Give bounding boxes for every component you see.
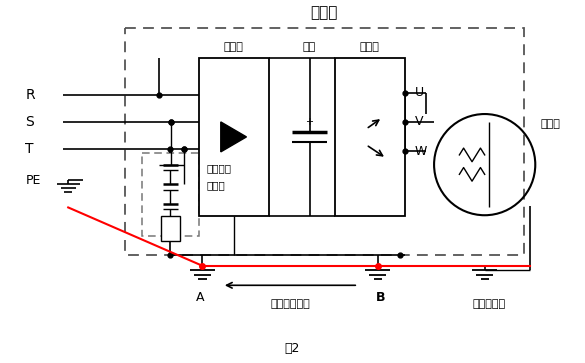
Text: 感应浪涌: 感应浪涌 bbox=[207, 163, 232, 173]
Text: 滤波器: 滤波器 bbox=[207, 180, 225, 190]
Text: 逆变桥: 逆变桥 bbox=[360, 42, 380, 52]
Text: 电容: 电容 bbox=[303, 42, 316, 52]
Text: 图2: 图2 bbox=[285, 342, 300, 355]
Text: PE: PE bbox=[25, 174, 41, 187]
Text: +: + bbox=[305, 117, 314, 127]
Bar bbox=[198, 58, 269, 216]
Text: 电动机: 电动机 bbox=[540, 119, 560, 129]
Text: U: U bbox=[415, 86, 424, 99]
Bar bbox=[125, 28, 524, 255]
Text: B: B bbox=[376, 291, 386, 304]
Bar bbox=[161, 216, 180, 241]
Text: 变频器: 变频器 bbox=[311, 5, 338, 21]
Text: T: T bbox=[25, 142, 34, 156]
Text: 变频器接地端: 变频器接地端 bbox=[270, 299, 310, 309]
Text: A: A bbox=[197, 291, 205, 304]
Text: W: W bbox=[415, 144, 427, 158]
Bar bbox=[142, 153, 198, 236]
Bar bbox=[335, 58, 405, 216]
Text: R: R bbox=[25, 87, 35, 102]
Text: V: V bbox=[415, 115, 423, 128]
Text: 整流桥: 整流桥 bbox=[223, 42, 243, 52]
Text: 电机接地端: 电机接地端 bbox=[473, 299, 506, 309]
Polygon shape bbox=[221, 122, 246, 152]
Text: S: S bbox=[25, 115, 34, 129]
